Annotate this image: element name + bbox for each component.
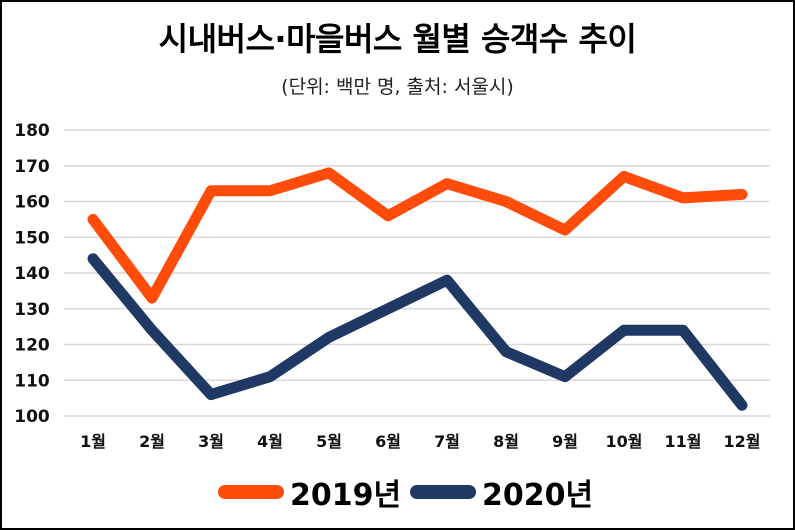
x-tick-label: 6월 — [375, 432, 401, 451]
y-tick-label: 160 — [14, 193, 50, 213]
y-tick-label: 140 — [14, 264, 50, 284]
chart-subtitle: (단위: 백만 명, 출처: 서울시) — [281, 76, 514, 98]
x-tick-label: 9월 — [552, 432, 578, 451]
legend-swatch-2019 — [218, 485, 284, 499]
series-line-2020 — [87, 253, 748, 411]
legend-item-2019: 2019년 — [218, 470, 401, 514]
y-tick-label: 130 — [14, 300, 50, 320]
y-tick-label: 170 — [14, 157, 50, 177]
y-tick-label: 180 — [14, 121, 50, 141]
chart-title: 시내버스·마을버스 월별 승객수 추이 — [158, 20, 637, 58]
y-tick-label: 120 — [14, 336, 50, 356]
y-tick-label: 110 — [14, 371, 50, 391]
y-tick-label: 100 — [14, 407, 50, 427]
legend-label-2020: 2020년 — [482, 478, 594, 513]
x-tick-label: 8월 — [493, 432, 519, 451]
x-tick-label: 7월 — [434, 432, 460, 451]
legend-item-2020: 2020년 — [410, 470, 593, 514]
y-tick-label: 150 — [14, 228, 50, 248]
legend-label-2019: 2019년 — [290, 478, 402, 513]
x-tick-label: 1월 — [80, 432, 106, 451]
x-tick-label: 11월 — [665, 432, 702, 451]
series-line-2019 — [87, 167, 748, 304]
x-tick-label: 3월 — [198, 432, 224, 451]
x-tick-label: 10월 — [606, 432, 643, 451]
x-tick-label: 12월 — [724, 432, 761, 451]
legend-swatch-2020 — [410, 485, 476, 499]
x-tick-label: 5월 — [316, 432, 342, 451]
chart-legend: 2019년 2020년 — [0, 470, 795, 514]
x-tick-label: 2월 — [139, 432, 165, 451]
x-tick-label: 4월 — [257, 432, 283, 451]
